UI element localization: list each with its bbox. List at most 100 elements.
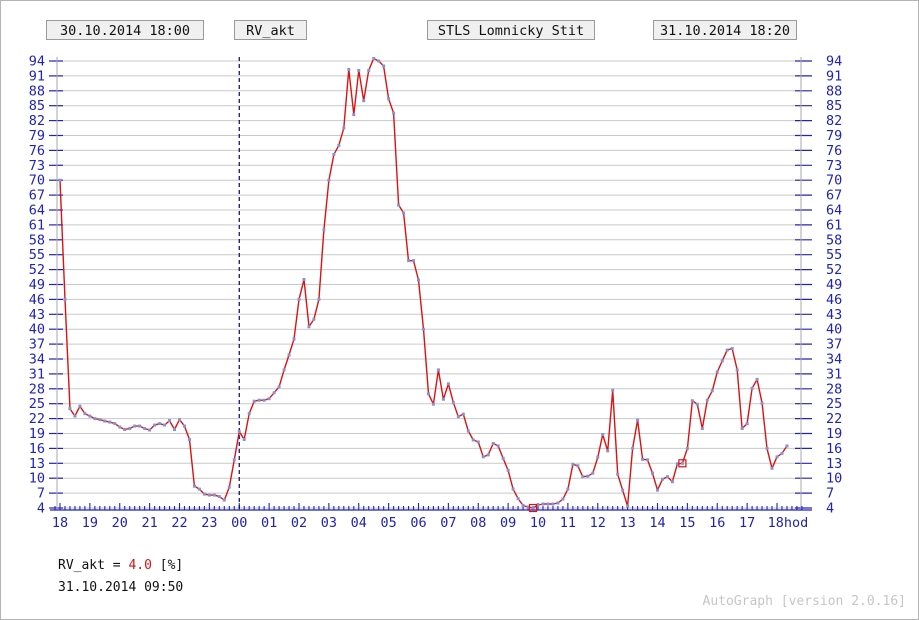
data-point-dot [362, 99, 366, 103]
data-point-dot [192, 484, 196, 488]
x-axis-label: 13 [619, 515, 635, 531]
y-axis-label-right: 10 [826, 471, 842, 487]
data-point-dot [417, 278, 420, 282]
y-axis-label-right: 28 [826, 381, 842, 397]
readout-unit: [%] [151, 558, 184, 573]
series-name-box: RV_akt [234, 20, 307, 40]
y-axis-label-right: 7 [826, 486, 834, 502]
chart-area[interactable]: 4 4 7 7 10 10 13 13 16 16 19 19 22 22 25 25 28 28 31 31 34 34… [0, 0, 919, 545]
data-point-dot [586, 474, 590, 478]
y-axis-label-left: 13 [29, 456, 45, 472]
y-axis-label-left: 94 [29, 54, 45, 70]
data-point-dot [770, 466, 774, 470]
data-point-dot [531, 506, 535, 510]
data-point-dot [158, 422, 162, 426]
data-point-dot [327, 178, 331, 182]
y-axis-label-right: 94 [826, 54, 842, 70]
data-point-dot [402, 211, 406, 215]
data-point-dot [267, 397, 271, 401]
y-axis-label-right: 31 [826, 366, 842, 382]
data-point-dot [202, 492, 206, 496]
y-axis-label-left: 79 [29, 128, 45, 144]
data-point-dot [745, 422, 749, 426]
data-point-dot [656, 488, 659, 492]
data-point-dot [287, 353, 291, 357]
data-point-dot [641, 457, 645, 461]
humidity-curve [59, 57, 788, 509]
y-axis-label-left: 16 [29, 441, 45, 457]
data-point-dot [153, 423, 157, 427]
data-point-dot [521, 504, 525, 508]
y-axis-label-right: 85 [826, 98, 842, 114]
y-axis-label-left: 4 [37, 501, 45, 517]
data-point-dot [536, 503, 540, 507]
end-datetime-box: 31.10.2014 18:20 [653, 20, 797, 40]
data-point-dot [58, 178, 62, 182]
y-axis-label-right: 19 [826, 426, 842, 442]
data-point-dot [680, 461, 684, 465]
data-point-dot [83, 412, 87, 416]
data-point-dot [247, 412, 251, 416]
y-axis-label-right: 61 [826, 217, 842, 233]
data-point-dot [412, 259, 416, 263]
x-axis-label: 09 [500, 515, 516, 531]
data-point-dot [113, 422, 117, 426]
data-point-dot [651, 471, 655, 475]
data-point-dot [197, 487, 201, 491]
data-point-dot [297, 297, 301, 301]
x-axis-label: 19 [82, 515, 98, 531]
data-point-dot [715, 370, 719, 374]
data-point-dot [252, 399, 256, 403]
x-axis-label: 21 [141, 515, 157, 531]
data-point-dot [272, 391, 276, 395]
data-point-dot [133, 424, 137, 428]
y-axis-label-left: 37 [29, 337, 45, 353]
data-point-dot [178, 418, 181, 422]
y-axis-label-left: 43 [29, 307, 45, 323]
data-point-dot [322, 228, 326, 232]
data-point-dot [173, 428, 177, 432]
selected-point-marker[interactable] [678, 459, 687, 468]
y-axis-label-left: 40 [29, 322, 45, 338]
data-point-dot [392, 111, 396, 115]
y-axis-label-left: 67 [29, 188, 45, 204]
selected-point-marker[interactable] [528, 503, 538, 513]
data-point-dot [337, 143, 341, 147]
y-axis-label-left: 31 [29, 366, 45, 382]
data-point-dot [466, 429, 470, 433]
x-axis-label: 18 [52, 515, 68, 531]
data-point-dot [73, 414, 77, 418]
x-axis-label: 05 [380, 515, 396, 531]
data-point-dot [143, 427, 147, 431]
y-axis-label-right: 4 [826, 501, 834, 517]
start-datetime-box: 30.10.2014 18:00 [46, 20, 204, 40]
y-axis-label-left: 28 [29, 381, 45, 397]
data-point-dot [148, 428, 152, 432]
data-point-dot [576, 464, 580, 468]
data-point-dot [581, 475, 585, 479]
data-point-dot [407, 259, 411, 263]
data-point-dot [88, 414, 92, 418]
x-axis-label: 02 [291, 515, 307, 531]
data-point-dot [665, 475, 669, 479]
x-axis-label: 23 [201, 515, 217, 531]
y-axis-label-left: 25 [29, 396, 45, 412]
data-point-dot [760, 401, 764, 405]
data-point-dot [755, 377, 759, 381]
y-axis-label-left: 64 [29, 203, 45, 219]
data-point-dot [541, 502, 545, 506]
y-axis-label-right: 88 [826, 83, 842, 99]
y-axis-label-right: 22 [826, 411, 842, 427]
data-point-dot [108, 420, 112, 424]
data-point-dot [561, 497, 565, 501]
y-axis-label-left: 91 [29, 68, 45, 84]
data-point-dot [511, 487, 515, 491]
y-axis-label-left: 49 [29, 277, 45, 293]
data-point-dot [222, 498, 226, 502]
x-axis-label: 11 [560, 515, 576, 531]
data-point-dot [332, 152, 336, 156]
data-point-dot [277, 385, 281, 389]
cursor-readout-value: RV_akt = 4.0 [%] [58, 558, 183, 573]
data-point-dot [506, 468, 510, 472]
